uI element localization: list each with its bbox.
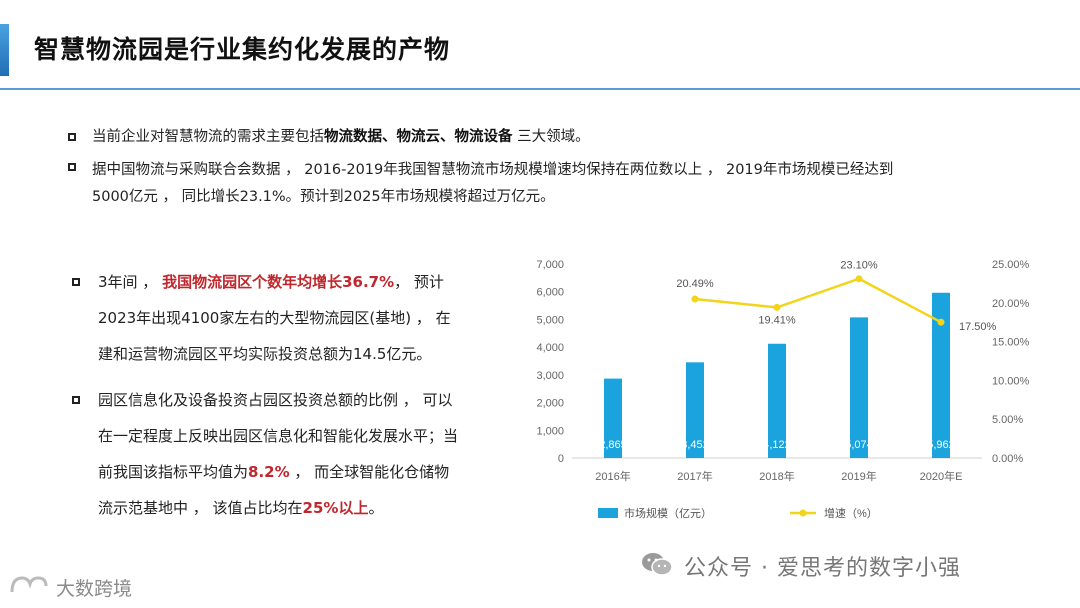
growth-data-label: 23.10% xyxy=(840,260,878,272)
x-tick-label: 2016年 xyxy=(595,469,630,483)
legend-line-label: 增速（%） xyxy=(824,506,878,520)
highlight-text: 25%以上 xyxy=(302,499,369,517)
highlight-text: 我国物流园区个数年均增长36.7% xyxy=(162,273,395,291)
growth-point xyxy=(855,275,863,283)
growth-point xyxy=(773,303,781,311)
y-left-tick-label: 4,000 xyxy=(536,342,564,354)
square-bullet-icon xyxy=(68,133,76,141)
page-title: 智慧物流园是行业集约化发展的产物 xyxy=(34,35,451,64)
x-tick-label: 2019年 xyxy=(841,469,876,483)
bar-data-label: 5,962 xyxy=(927,439,955,451)
square-bullet-icon xyxy=(72,396,80,404)
bar-data-label: 4,122 xyxy=(763,439,791,451)
top-bullet-2: 据中国物流与采购联合会数据 ， 2016-2019年我国智慧物流市场规模增速均保… xyxy=(68,157,992,211)
bullet-text: 当前企业对智慧物流的需求主要包括 xyxy=(92,129,324,145)
watermark-wechat-account: 公众号 · 爱思考的数字小强 xyxy=(684,556,961,581)
bar-data-label: 3,452 xyxy=(681,439,709,451)
growth-point xyxy=(691,295,699,303)
square-bullet-icon xyxy=(72,278,80,286)
highlight-text: 8.2% xyxy=(248,463,290,481)
bullet-text: 。 xyxy=(368,499,384,517)
y-left-tick-label: 3,000 xyxy=(536,370,564,382)
bar-data-label: 2,865 xyxy=(599,439,627,451)
y-right-tick-label: 25.00% xyxy=(992,259,1030,271)
bar xyxy=(850,317,868,458)
y-left-tick-label: 2,000 xyxy=(536,398,564,410)
title-bar: 智慧物流园是行业集约化发展的产物 xyxy=(0,18,1080,82)
bullet-text: 3年间 ， xyxy=(98,273,163,291)
growth-data-label: 20.49% xyxy=(676,278,714,290)
y-right-tick-label: 15.00% xyxy=(992,337,1030,349)
bullet-text: ， 预计2023年出现4100家左右的大型物流园区(基地) ， 在建和运营物流园… xyxy=(98,273,451,363)
bar xyxy=(768,343,786,458)
growth-data-label: 19.41% xyxy=(758,314,796,326)
y-right-tick-label: 10.00% xyxy=(992,375,1030,387)
y-left-tick-label: 6,000 xyxy=(536,287,564,299)
y-left-tick-label: 7,000 xyxy=(536,259,564,271)
left-bullet-2: 园区信息化及设备投资占园区投资总额的比例 ， 可以在一定程度上反映出园区信息化和… xyxy=(72,382,464,526)
bar xyxy=(604,378,622,458)
top-bullet-1: 当前企业对智慧物流的需求主要包括物流数据、物流云、物流设备 三大领域。 xyxy=(68,124,992,151)
bar-data-label: 5,074 xyxy=(845,439,873,451)
square-bullet-icon xyxy=(68,163,76,171)
title-divider xyxy=(0,88,1080,90)
y-right-tick-label: 0.00% xyxy=(992,453,1023,465)
legend-bar-label: 市场规模（亿元） xyxy=(624,506,712,520)
y-left-tick-label: 5,000 xyxy=(536,314,564,326)
bullet-text-line2: 5000亿元 ， 同比增长23.1%。预计到2025年市场规模将超过万亿元。 xyxy=(92,189,555,205)
bullet-bold-text: 物流数据、物流云、物流设备 xyxy=(324,129,513,145)
x-tick-label: 2020年E xyxy=(920,469,963,483)
bullet-text: ， 而全球智能化仓储物流示范基地中 ， 该值占比均在 xyxy=(98,463,450,517)
wechat-icon xyxy=(642,553,673,576)
y-right-tick-label: 20.00% xyxy=(992,298,1030,310)
bar xyxy=(932,292,950,458)
legend-bar-swatch xyxy=(598,508,618,518)
growth-data-label: 17.50% xyxy=(959,321,997,333)
y-right-tick-label: 5.00% xyxy=(992,414,1023,426)
x-tick-label: 2018年 xyxy=(759,469,794,483)
title-accent-bar xyxy=(0,24,9,76)
left-bullet-1: 3年间 ， 我国物流园区个数年均增长36.7%， 预计2023年出现4100家左… xyxy=(72,264,464,372)
x-tick-label: 2017年 xyxy=(677,469,712,483)
bullet-text-line1: 据中国物流与采购联合会数据 ， 2016-2019年我国智慧物流市场规模增速均保… xyxy=(92,162,894,178)
watermark-brand: 大数跨境 xyxy=(56,578,133,600)
brand-logo-icon xyxy=(10,576,48,593)
bullet-text: 三大领域。 xyxy=(512,129,590,145)
legend-line-marker xyxy=(799,509,807,517)
y-left-tick-label: 1,000 xyxy=(536,425,564,437)
growth-point xyxy=(937,318,945,326)
growth-series-line xyxy=(694,277,942,324)
bullet-text: 园区信息化及设备投资占园区投资总额的比例 ， 可以在一定程度上反映出园区信息化和… xyxy=(98,391,459,481)
market-size-chart: 0 1,000 2,000 3,000 4,000 5,000 6,000 7,000 0.00… xyxy=(536,259,1030,520)
bar xyxy=(686,362,704,458)
y-left-tick-label: 0 xyxy=(558,453,564,465)
